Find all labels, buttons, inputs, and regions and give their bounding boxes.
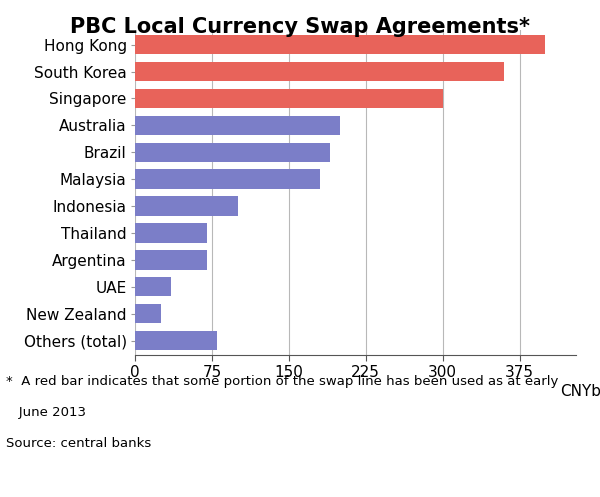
Bar — [135, 35, 545, 54]
Bar — [135, 304, 161, 324]
Text: Source: central banks: Source: central banks — [6, 437, 151, 450]
Bar — [135, 277, 171, 296]
Bar — [135, 62, 504, 81]
Text: June 2013: June 2013 — [6, 406, 86, 419]
Bar — [135, 169, 320, 189]
Bar — [135, 143, 330, 162]
Text: CNYb: CNYb — [560, 384, 600, 399]
Bar — [135, 89, 443, 108]
Bar — [135, 116, 340, 135]
Bar — [135, 196, 238, 216]
Bar — [135, 250, 207, 269]
Bar — [135, 223, 207, 243]
Text: *  A red bar indicates that some portion of the swap line has been used as at ea: * A red bar indicates that some portion … — [6, 375, 559, 388]
Text: PBC Local Currency Swap Agreements*: PBC Local Currency Swap Agreements* — [70, 17, 530, 37]
Bar — [135, 331, 217, 350]
